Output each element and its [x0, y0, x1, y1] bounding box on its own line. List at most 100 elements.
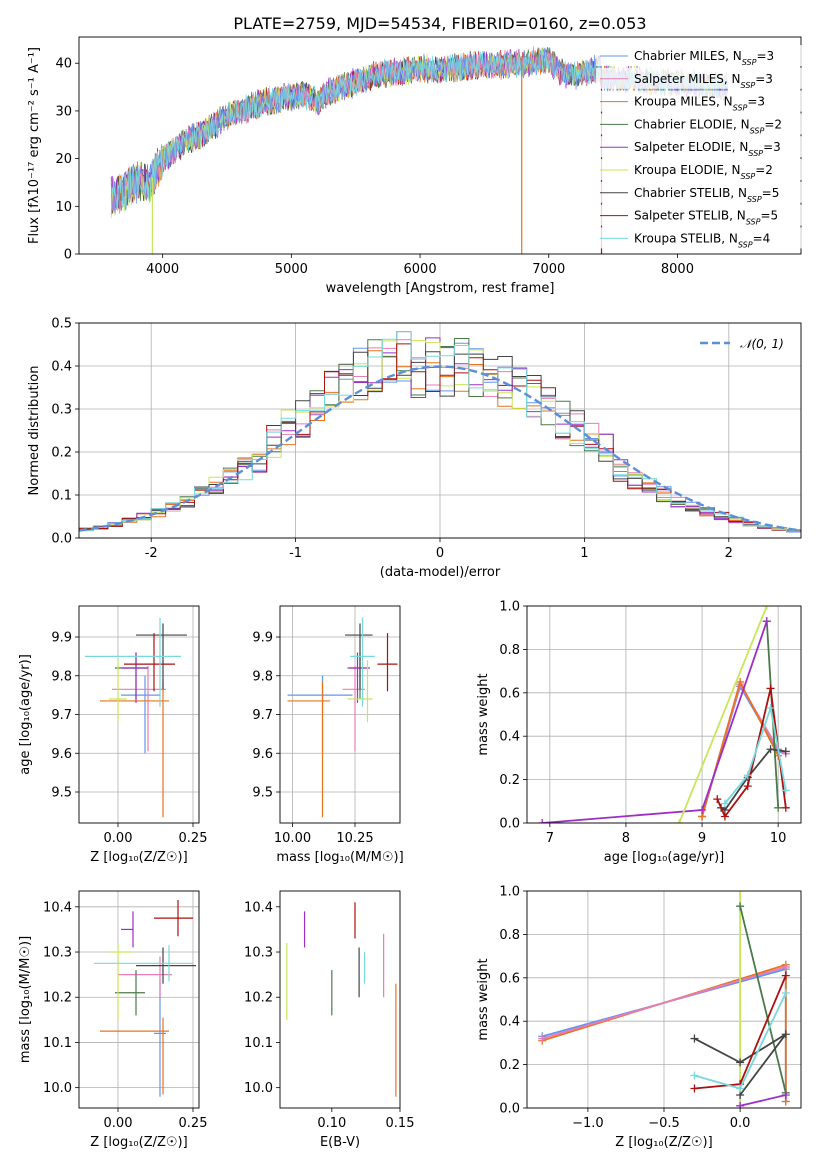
age_vs_mass-ytick-label: 9.5 [252, 786, 273, 801]
residuals-ylabel: Normed distribution [27, 366, 42, 496]
mass_vs_Z-points [94, 900, 196, 1097]
spectrum-series-chabrier_stelib [110, 47, 602, 214]
residuals-hist-kroupa_stelib [79, 331, 801, 532]
spectrum-xtick-label: 6000 [404, 262, 437, 277]
legend-label-salpeter_elodie: Salpeter ELODIE, NSSP=3 [634, 140, 781, 158]
spectrum-ytick-label: 0 [64, 248, 72, 263]
age_vs_mass-xtick-label: 10.25 [336, 831, 373, 846]
massweight_vs_Z-marker-salpeter_miles [538, 1034, 547, 1043]
massweight_vs_age-marker-salpeter_stelib [766, 684, 775, 693]
massweight_vs_age-marker-kroupa_miles [736, 677, 745, 686]
legend-bg-kroupa_stelib [596, 227, 808, 249]
massweight_vs_Z-line-chabrier_stelib [693, 1033, 787, 1096]
massweight_vs_Z-ytick-label: 0.0 [499, 1102, 520, 1117]
mass_vs_ebv-ytick-label: 10.0 [244, 1081, 273, 1096]
massweight_vs_age-ytick-label: 0.6 [499, 686, 520, 701]
massweight_vs_Z-marker-salpeter_stelib [781, 971, 790, 980]
age_vs_Z-ytick-label: 9.7 [51, 708, 72, 723]
spectrum-ytick-label: 10 [55, 200, 72, 215]
massweight_vs_age-frame [526, 605, 802, 824]
mass_vs_ebv-frame [279, 890, 401, 1109]
massweight_vs_age-xtick-label: 8 [622, 831, 630, 846]
massweight_vs_age-marker-kroupa_elodie [675, 819, 684, 823]
residuals-ytick-label: 0.5 [51, 317, 72, 332]
massweight_vs_age-ytick-label: 1.0 [499, 600, 520, 615]
legend-label-chabrier_miles: Chabrier MILES, NSSP=3 [634, 49, 774, 67]
massweight_vs_age-line-kroupa_stelib [724, 704, 787, 805]
legend-label-kroupa_stelib: Kroupa STELIB, NSSP=4 [634, 231, 770, 249]
spectrum-ytick-label: 40 [55, 57, 72, 72]
age_vs_Z-xtick-label: 0.25 [179, 831, 208, 846]
legend-label-chabrier_elodie: Chabrier ELODIE, NSSP=2 [634, 117, 782, 135]
residuals-ytick-label: 0.4 [51, 360, 72, 375]
massweight_vs_age-marker-salpeter_elodie [698, 805, 707, 814]
age_vs_Z-ytick-label: 9.8 [51, 669, 72, 684]
massweight_vs_age-marker-salpeter_stelib [720, 812, 729, 821]
spectrum-xtick-label: 8000 [661, 262, 694, 277]
massweight_vs_age-marker-kroupa_stelib [720, 799, 729, 808]
legend-bg-salpeter_elodie [596, 136, 808, 158]
massweight_vs_Z-xtick-label: −0.5 [648, 1116, 680, 1131]
massweight_vs_age-marker-kroupa_stelib [743, 771, 752, 780]
massweight_vs_Z-marker-kroupa_stelib [781, 988, 790, 997]
legend-label-salpeter_miles: Salpeter MILES, NSSP=3 [634, 72, 773, 90]
massweight_vs_Z-marker-chabrier_stelib [781, 1030, 790, 1039]
mass_vs_Z-xtick-label: 0.00 [104, 1116, 133, 1131]
age_vs_mass-xlabel: mass [log₁₀(M/M☉)] [276, 850, 403, 865]
residuals-xtick-label: -2 [145, 546, 158, 561]
residuals-xtick-label: -1 [289, 546, 302, 561]
age_vs_mass-xtick-label: 10.00 [274, 831, 311, 846]
residuals-xtick-label: 2 [725, 546, 733, 561]
massweight_vs_Z-marker-salpeter_miles [781, 962, 790, 971]
residuals-hist-chabrier_stelib [79, 351, 801, 532]
residuals-xlabel: (data-model)/error [380, 565, 501, 580]
massweight_vs_age-marker-kroupa_elodie [762, 606, 771, 610]
massweight_vs_Z-marker-chabrier_stelib [690, 1034, 699, 1043]
massweight_vs_Z-xtick-label: 0.0 [730, 1116, 751, 1131]
age_vs_Z-ylabel: age [log₁₀(age/yr)] [18, 654, 33, 775]
mass_vs_Z-ylabel: mass [log₁₀(M/M☉)] [18, 936, 33, 1063]
mass_vs_Z-ytick-label: 10.3 [43, 946, 72, 961]
massweight_vs_age-marker-salpeter_elodie [762, 617, 771, 626]
massweight_vs_age-marker-kroupa_stelib [781, 786, 790, 795]
mass_vs_ebv-ytick-label: 10.3 [244, 946, 273, 961]
massweight_vs_Z-marker-kroupa_stelib [690, 1071, 699, 1080]
mass_vs_Z-ytick-label: 10.1 [43, 1036, 72, 1051]
massweight_vs_Z-series [538, 891, 790, 1108]
massweight_vs_age-marker-chabrier_stelib [766, 745, 775, 754]
massweight_vs_age-line-kroupa_elodie [678, 606, 768, 823]
residuals-ytick-label: 0.0 [51, 532, 72, 547]
massweight_vs_age-ytick-label: 0.0 [499, 817, 520, 832]
residuals-hist-salpeter_stelib [79, 343, 801, 531]
massweight_vs_Z-line-salpeter_miles [541, 966, 787, 1040]
legend-bg-kroupa_elodie [596, 159, 808, 180]
figure-title: PLATE=2759, MJD=54534, FIBERID=0160, z=0… [233, 14, 646, 33]
spectrum-ytick-label: 30 [55, 104, 72, 119]
massweight_vs_Z-xlabel: Z [log₁₀(Z/Z☉)] [615, 1135, 712, 1150]
massweight_vs_age-marker-kroupa_stelib [766, 703, 775, 712]
massweight_vs_Z-frame [526, 890, 802, 1109]
massweight_vs_age-marker-salpeter_stelib [743, 782, 752, 791]
legend-bg-chabrier_elodie [596, 113, 808, 135]
massweight_vs_age-marker-salpeter_elodie [538, 819, 547, 823]
residuals-frame [78, 322, 802, 539]
legend-label-kroupa_miles: Kroupa MILES, NSSP=3 [634, 95, 765, 113]
mass_vs_ebv-ytick-label: 10.2 [244, 991, 273, 1006]
massweight_vs_age-ylabel: mass weight [476, 673, 491, 755]
massweight_vs_age-xtick-label: 10 [770, 831, 787, 846]
massweight_vs_Z-ytick-label: 1.0 [499, 885, 520, 900]
massweight_vs_Z-xtick-label: −1.0 [572, 1116, 604, 1131]
massweight_vs_age-xtick-label: 7 [546, 831, 554, 846]
massweight_vs_Z-ytick-label: 0.8 [499, 928, 520, 943]
massweight_vs_Z-ytick-label: 0.4 [499, 1015, 520, 1030]
spectrum-xtick-label: 4000 [146, 262, 179, 277]
massweight_vs_age-series [538, 606, 790, 823]
residuals-ytick-label: 0.2 [51, 446, 72, 461]
massweight_vs_Z-marker-chabrier_elodie [736, 902, 745, 911]
massweight_vs_Z-marker-salpeter_elodie [736, 1101, 745, 1108]
massweight_vs_age-ytick-label: 0.4 [499, 730, 520, 745]
legend-bg-kroupa_miles [596, 90, 808, 112]
spectrum-ytick-label: 20 [55, 152, 72, 167]
